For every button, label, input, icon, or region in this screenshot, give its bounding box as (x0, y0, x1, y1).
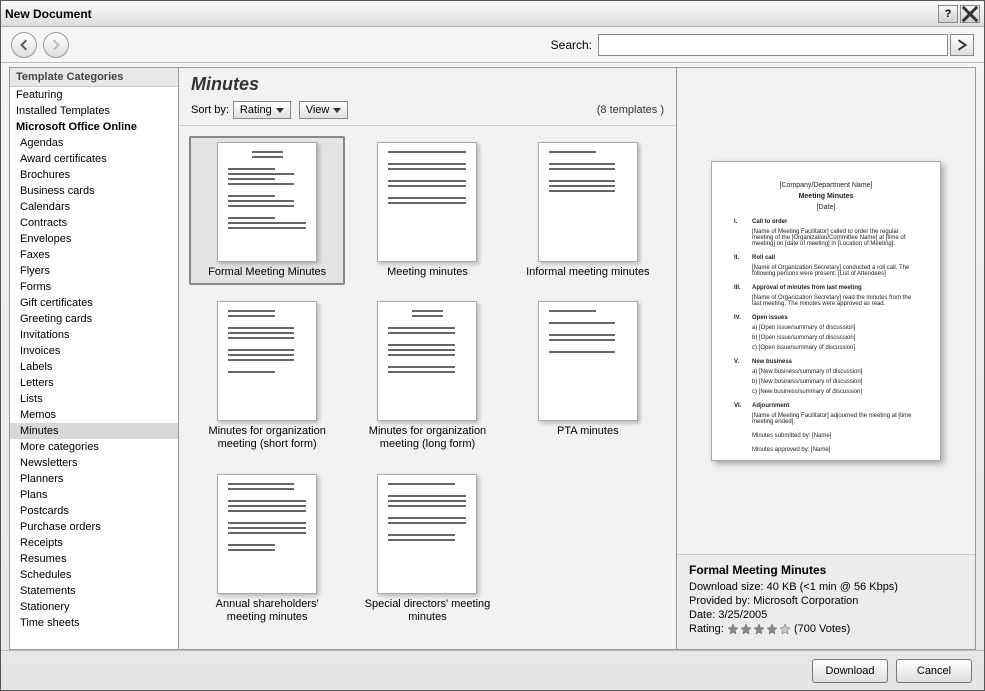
nav-toolbar: Search: (1, 27, 984, 63)
sidebar-item[interactable]: More categories (10, 439, 178, 455)
sidebar-item[interactable]: Schedules (10, 567, 178, 583)
close-button[interactable] (960, 5, 980, 23)
template-label: PTA minutes (557, 425, 619, 438)
template-gallery: Formal Meeting Minutes Meeting minutes Inf… (179, 126, 676, 649)
template-label: Informal meeting minutes (526, 266, 650, 279)
sidebar-item[interactable]: Award certificates (10, 151, 178, 167)
template-item[interactable]: Annual shareholders' meeting minutes (189, 468, 345, 630)
sidebar-item[interactable]: Lists (10, 391, 178, 407)
sidebar-item[interactable]: Gift certificates (10, 295, 178, 311)
search-input[interactable] (598, 34, 948, 56)
new-document-dialog: New Document ? Search: Template Categori… (0, 0, 985, 691)
category-list[interactable]: Template CategoriesFeaturingInstalled Te… (10, 68, 178, 649)
sidebar-item[interactable]: Flyers (10, 263, 178, 279)
cancel-button[interactable]: Cancel (896, 659, 972, 683)
template-item[interactable]: Formal Meeting Minutes (189, 136, 345, 285)
sidebar-item[interactable]: Resumes (10, 551, 178, 567)
sidebar-item[interactable]: Envelopes (10, 231, 178, 247)
template-item[interactable]: Minutes for organization meeting (long f… (349, 295, 505, 457)
sidebar-item[interactable]: Statements (10, 583, 178, 599)
template-details: Formal Meeting Minutes Download size: 40… (677, 554, 975, 649)
sidebar-item[interactable]: Time sheets (10, 615, 178, 631)
forward-button[interactable] (43, 32, 69, 58)
template-item[interactable]: Special directors' meeting minutes (349, 468, 505, 630)
sidebar-item[interactable]: Postcards (10, 503, 178, 519)
sidebar-item[interactable]: Brochures (10, 167, 178, 183)
search-go-button[interactable] (950, 34, 974, 56)
sidebar-item[interactable]: Greeting cards (10, 311, 178, 327)
sidebar-item[interactable]: Newsletters (10, 455, 178, 471)
template-label: Minutes for organization meeting (long f… (362, 425, 492, 451)
template-label: Minutes for organization meeting (short … (202, 425, 332, 451)
template-count: (8 templates ) (597, 104, 664, 116)
sidebar-item[interactable]: Letters (10, 375, 178, 391)
search-label: Search: (551, 38, 592, 52)
template-preview: [Company/Department Name] Meeting Minute… (711, 161, 941, 461)
category-sidebar: Template CategoriesFeaturingInstalled Te… (9, 67, 179, 650)
view-dropdown[interactable]: View (299, 101, 349, 119)
sidebar-item[interactable]: Invoices (10, 343, 178, 359)
download-button[interactable]: Download (812, 659, 888, 683)
sidebar-item[interactable]: Plans (10, 487, 178, 503)
gallery-toolbar: Sort by: Rating View (8 templates ) (179, 97, 676, 126)
category-header: Template Categories (10, 68, 178, 87)
sidebar-item[interactable]: Receipts (10, 535, 178, 551)
help-button[interactable]: ? (938, 5, 958, 23)
sidebar-item[interactable]: Planners (10, 471, 178, 487)
template-gallery-panel: Minutes Sort by: Rating View (8 template… (179, 67, 676, 650)
template-label: Formal Meeting Minutes (208, 266, 326, 279)
template-label: Meeting minutes (387, 266, 468, 279)
sidebar-item[interactable]: Labels (10, 359, 178, 375)
sidebar-item[interactable]: Business cards (10, 183, 178, 199)
dialog-footer: Download Cancel (1, 650, 984, 690)
template-label: Special directors' meeting minutes (362, 598, 492, 624)
template-label: Annual shareholders' meeting minutes (202, 598, 332, 624)
template-item[interactable]: PTA minutes (510, 295, 666, 457)
sidebar-item[interactable]: Installed Templates (10, 103, 178, 119)
gallery-title: Minutes (179, 68, 676, 97)
template-item[interactable]: Informal meeting minutes (510, 136, 666, 285)
sidebar-item[interactable]: Forms (10, 279, 178, 295)
rating-stars (727, 623, 791, 635)
titlebar: New Document ? (1, 1, 984, 27)
sidebar-item[interactable]: Featuring (10, 87, 178, 103)
preview-panel: [Company/Department Name] Meeting Minute… (676, 67, 976, 650)
sidebar-item[interactable]: Faxes (10, 247, 178, 263)
sidebar-item[interactable]: Agendas (10, 135, 178, 151)
sidebar-item[interactable]: Contracts (10, 215, 178, 231)
sidebar-item[interactable]: Invitations (10, 327, 178, 343)
template-item[interactable]: Meeting minutes (349, 136, 505, 285)
sidebar-item[interactable]: Microsoft Office Online (10, 119, 178, 135)
sidebar-item[interactable]: Purchase orders (10, 519, 178, 535)
window-title: New Document (5, 7, 936, 21)
sidebar-item[interactable]: Stationery (10, 599, 178, 615)
back-button[interactable] (11, 32, 37, 58)
sort-by-dropdown[interactable]: Rating (233, 101, 291, 119)
sidebar-item[interactable]: Memos (10, 407, 178, 423)
template-item[interactable]: Minutes for organization meeting (short … (189, 295, 345, 457)
sort-by-label: Sort by: (191, 104, 229, 116)
sidebar-item[interactable]: Minutes (10, 423, 178, 439)
details-title: Formal Meeting Minutes (689, 563, 963, 577)
sidebar-item[interactable]: Calendars (10, 199, 178, 215)
